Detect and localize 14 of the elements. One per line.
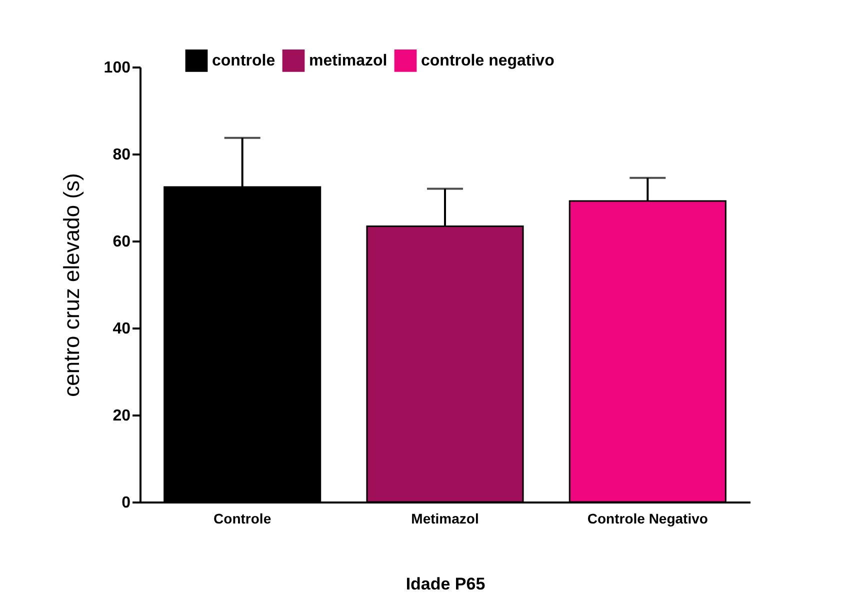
legend-label: controle negativo bbox=[421, 52, 555, 70]
x-axis-title: Idade P65 bbox=[406, 574, 486, 594]
y-tick-label: 0 bbox=[122, 494, 131, 512]
x-tick-label: Metimazol bbox=[411, 510, 479, 526]
y-tick-label: 100 bbox=[104, 60, 131, 76]
x-tick-label: Controle Negativo bbox=[587, 510, 708, 526]
y-tick-label: 80 bbox=[112, 146, 131, 164]
y-tick-label: 20 bbox=[112, 408, 131, 424]
legend-label: controle bbox=[212, 52, 276, 70]
y-tick-label: 40 bbox=[112, 320, 131, 338]
legend-label: metimazol bbox=[309, 52, 388, 70]
y-tick-label: 60 bbox=[112, 234, 131, 250]
x-tick-label: Controle bbox=[214, 510, 272, 526]
y-axis-title: centro cruz elevado (s) bbox=[58, 173, 84, 397]
